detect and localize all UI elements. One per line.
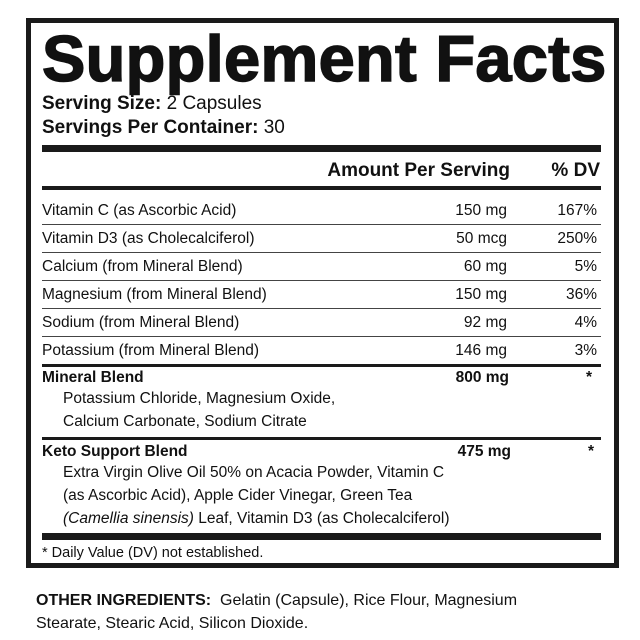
nutrient-amount: 150 mg [455,286,507,303]
servings-per-container: Servings Per Container: 30 [42,117,285,139]
nutrient-name: Magnesium (from Mineral Blend) [42,286,267,303]
nutrient-row: Potassium (from Mineral Blend) 146 mg 3% [42,337,601,364]
other-ingredients: OTHER INGREDIENTS: Gelatin (Capsule), Ri… [36,592,517,610]
nutrient-name: Vitamin D3 (as Cholecalciferol) [42,230,255,247]
blend-ingredients-line: Extra Virgin Olive Oil 50% on Acacia Pow… [63,464,445,481]
nutrient-name: Sodium (from Mineral Blend) [42,314,240,331]
panel-title: Supplement Facts [41,21,607,96]
serving-size-value: 2 Capsules [166,93,262,114]
thick-divider [42,145,601,152]
nutrient-dv: 36% [565,286,597,303]
blend-amount: 475 mg [457,443,511,460]
nutrient-amount: 50 mcg [456,230,507,247]
other-ingredients-text: Gelatin (Capsule), Rice Flour, Magnesium [220,592,518,609]
nutrient-row: Calcium (from Mineral Blend) 60 mg 5% [42,253,601,281]
blend-name: Mineral Blend [42,369,144,386]
blend-ingredients-line: Calcium Carbonate, Sodium Citrate [63,413,307,430]
nutrient-name: Calcium (from Mineral Blend) [42,258,243,275]
nutrient-amount: 92 mg [463,314,507,331]
servings-per-container-label: Servings Per Container: [42,117,259,138]
serving-size: Serving Size: 2 Capsules [42,93,262,115]
dv-header: % DV [551,160,600,181]
blend-name: Keto Support Blend [42,443,188,460]
nutrient-row: Magnesium (from Mineral Blend) 150 mg 36% [42,281,601,309]
nutrient-dv: 5% [574,258,597,275]
footnote: * Daily Value (DV) not established. [42,545,264,561]
blend-ingredients-line: Potassium Chloride, Magnesium Oxide, [63,390,336,407]
serving-size-label: Serving Size: [42,93,162,114]
nutrient-amount: 150 mg [455,202,507,219]
nutrient-amount: 146 mg [455,342,507,359]
servings-per-container-value: 30 [263,117,285,138]
nutrient-name: Potassium (from Mineral Blend) [42,342,260,359]
header-divider [42,186,601,190]
nutrient-dv: 3% [574,342,597,359]
nutrient-amount: 60 mg [463,258,507,275]
nutrient-dv: 250% [557,230,597,247]
amount-header: Amount Per Serving [327,160,510,181]
nutrient-row: Vitamin C (as Ascorbic Acid) 150 mg 167% [42,197,601,225]
blend-ingredients-line: (as Ascorbic Acid), Apple Cider Vinegar,… [63,487,413,504]
nutrient-dv: 4% [574,314,597,331]
nutrient-row: Vitamin D3 (as Cholecalciferol) 50 mcg 250… [42,225,601,253]
blend-divider [42,437,601,440]
thick-divider [42,533,601,540]
blend-dv: * [587,443,594,460]
blend-dv: * [585,369,592,386]
blend-amount: 800 mg [455,369,509,386]
botanical-name: (Camellia sinensis) [63,510,194,527]
blend-ingredients-rest: Leaf, Vitamin D3 (as Cholecalciferol) [193,510,450,527]
nutrient-row: Sodium (from Mineral Blend) 92 mg 4% [42,309,601,337]
other-ingredients-label: OTHER INGREDIENTS: [36,592,212,609]
nutrient-name: Vitamin C (as Ascorbic Acid) [42,202,237,219]
supplement-facts-panel: Supplement Facts Serving Size: 2 Capsule… [26,18,619,568]
other-ingredients-line2: Stearate, Stearic Acid, Silicon Dioxide. [36,615,309,632]
blend-divider [42,364,601,367]
nutrient-dv: 167% [557,202,597,219]
blend-ingredients-line: (Camellia sinensis) Leaf, Vitamin D3 (as… [63,510,450,528]
